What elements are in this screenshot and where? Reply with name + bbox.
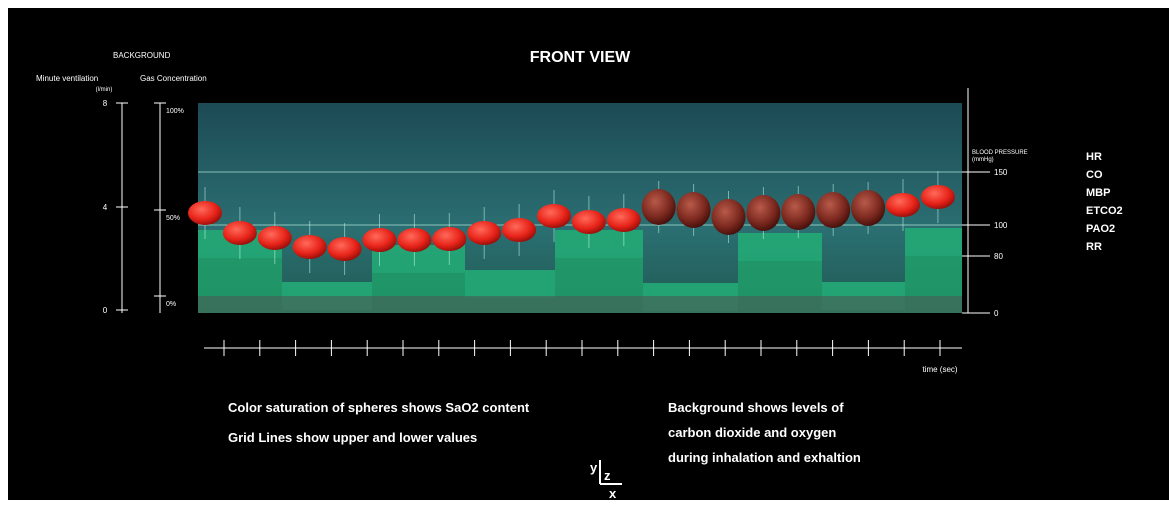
- tick-label: 100%: [166, 108, 184, 115]
- bp-label: BLOOD PRESSURE: [972, 150, 1028, 156]
- orientation-y: y: [590, 460, 598, 475]
- orientation-z: z: [604, 468, 611, 483]
- legend-item: ETCO2: [1086, 205, 1123, 217]
- sphere: [816, 192, 850, 228]
- tick-label: 80: [994, 252, 1003, 261]
- legend-item: RR: [1086, 241, 1102, 253]
- note: Color saturation of spheres shows SaO2 c…: [228, 400, 530, 415]
- note: during inhalation and exhaltion: [668, 450, 861, 465]
- note: Grid Lines show upper and lower values: [228, 430, 477, 445]
- band-top: [905, 228, 962, 256]
- sphere: [607, 208, 641, 232]
- sphere: [642, 189, 676, 225]
- legend-item: CO: [1086, 169, 1103, 181]
- sphere: [328, 237, 362, 261]
- tick-label: 0: [994, 309, 999, 318]
- sphere: [746, 195, 780, 231]
- legend-item: MBP: [1086, 187, 1110, 199]
- sphere: [223, 221, 257, 245]
- sphere: [258, 226, 292, 250]
- floor: [198, 296, 962, 313]
- legend-item: HR: [1086, 151, 1102, 163]
- sphere: [293, 235, 327, 259]
- title: FRONT VIEW: [530, 49, 631, 66]
- ventilation-label: Minute ventilation: [36, 74, 98, 83]
- band-top: [555, 230, 643, 258]
- tick-label: 0: [103, 306, 108, 315]
- sphere: [397, 228, 431, 252]
- sphere: [851, 190, 885, 226]
- note: carbon dioxide and oxygen: [668, 425, 836, 440]
- tick-label: 8: [103, 99, 108, 108]
- sphere: [467, 221, 501, 245]
- background-label: BACKGROUND: [113, 51, 171, 60]
- tick-label: 4: [103, 203, 108, 212]
- sphere: [781, 194, 815, 230]
- bp-unit: (mmHg): [972, 157, 994, 163]
- tick-label: 0%: [166, 301, 176, 308]
- sphere: [677, 192, 711, 228]
- sphere: [886, 193, 920, 217]
- sphere: [188, 201, 222, 225]
- ventilation-unit: (l/min): [96, 87, 113, 93]
- sphere: [572, 210, 606, 234]
- time-label: time (sec): [922, 365, 957, 374]
- legend-item: PAO2: [1086, 223, 1115, 235]
- tick-label: 150: [994, 168, 1008, 177]
- band-top: [738, 233, 822, 261]
- sphere: [502, 218, 536, 242]
- screen: BACKGROUND FRONT VIEW Minute ventilation…: [0, 0, 1169, 506]
- note: Background shows levels of: [668, 400, 844, 415]
- sphere: [921, 185, 955, 209]
- tick-label: 100: [994, 221, 1008, 230]
- tick-label: 50%: [166, 215, 180, 222]
- band-top: [465, 270, 555, 298]
- gas-label: Gas Concentration: [140, 74, 207, 83]
- sphere: [432, 227, 466, 251]
- sphere: [363, 228, 397, 252]
- orientation-x: x: [609, 486, 617, 501]
- sphere: [537, 204, 571, 228]
- sphere: [712, 199, 746, 235]
